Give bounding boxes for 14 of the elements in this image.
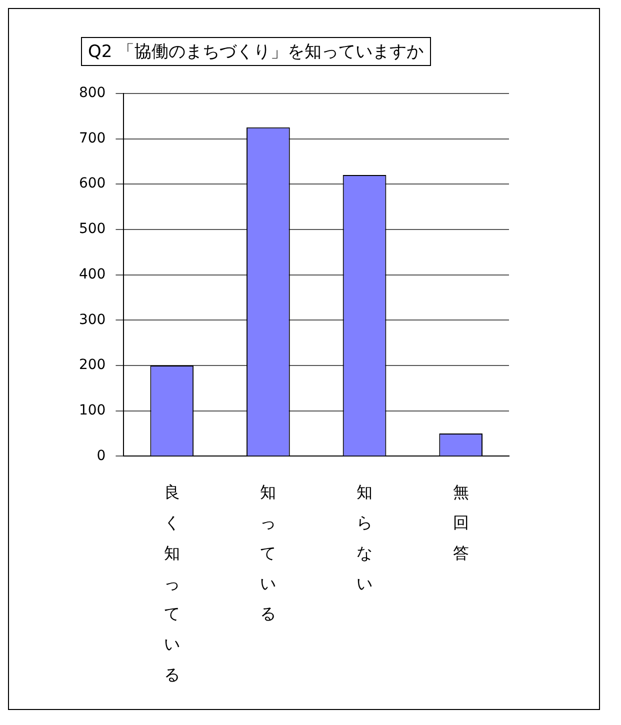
x-tick-label: 知らない xyxy=(356,482,373,593)
y-tick-label: 0 xyxy=(96,448,106,464)
y-tick-label: 600 xyxy=(78,176,106,192)
y-tick-label: 200 xyxy=(78,357,106,374)
y-tick-label: 500 xyxy=(78,221,106,238)
y-tick-label: 100 xyxy=(78,402,106,418)
x-tick-label: 良く知っている xyxy=(164,482,180,684)
y-tick-label: 800 xyxy=(78,85,106,102)
y-tick-label: 400 xyxy=(78,266,106,282)
y-tick-label: 700 xyxy=(78,130,106,146)
x-tick-label: 知っている xyxy=(260,482,276,624)
chart-title: Q2 「協働のまちづくり」を知っていますか xyxy=(81,37,431,66)
y-tick-label: 300 xyxy=(78,312,106,328)
x-tick-label: 無回答 xyxy=(452,482,469,562)
